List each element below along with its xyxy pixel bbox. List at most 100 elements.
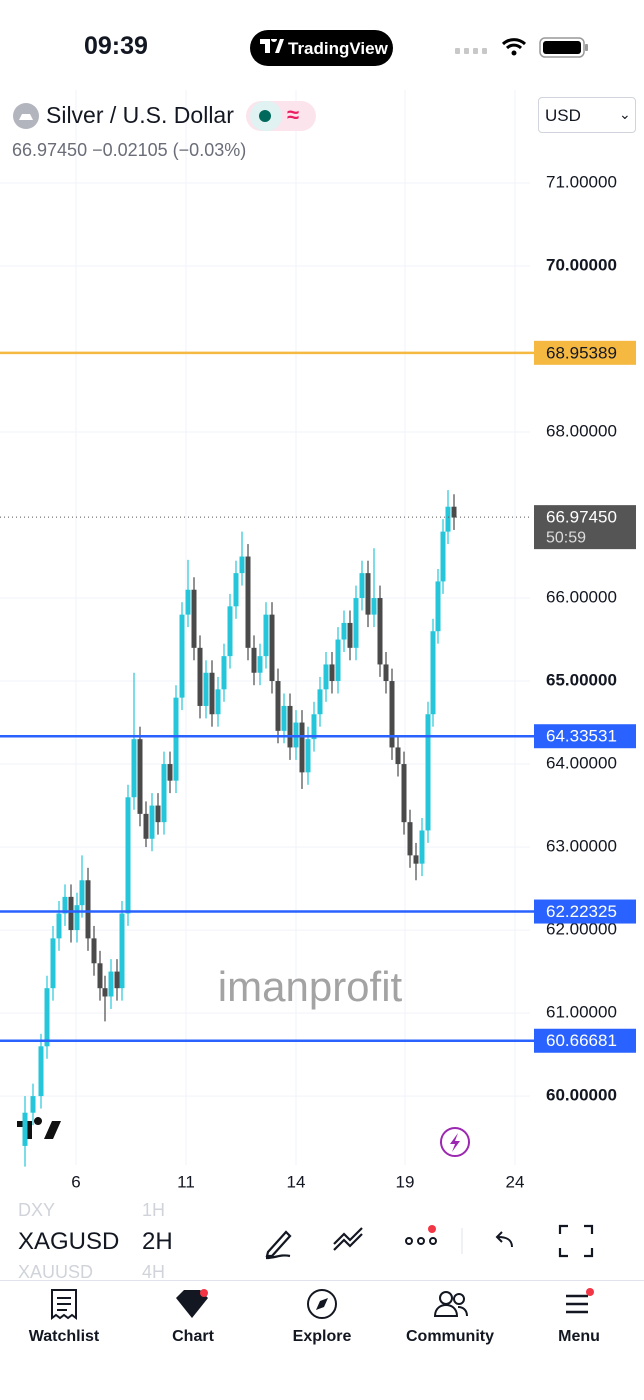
candle-body — [317, 689, 323, 715]
candle-body — [143, 813, 149, 839]
last-price-box — [534, 505, 636, 550]
level-label: 62.22325 — [546, 902, 617, 921]
interval-selected[interactable]: 2H — [142, 1228, 173, 1255]
symbol-icon — [13, 103, 39, 129]
countdown: 50:59 — [546, 529, 586, 546]
interval-option[interactable]: 4H — [142, 1262, 166, 1282]
candle-body — [287, 705, 293, 748]
draw-icon[interactable] — [265, 1230, 292, 1260]
candle-body — [239, 556, 245, 574]
toolbar: DXY XAGUSD XAUUSD 1H 2H 4H — [0, 1200, 644, 1282]
y-tick-label: 60.00000 — [546, 1086, 617, 1105]
candle-body — [167, 764, 173, 781]
app-pill: TradingView — [250, 30, 393, 66]
header-price: 66.97450 — [12, 140, 88, 160]
status-dot — [259, 110, 271, 122]
candle-body — [353, 598, 359, 648]
candle-body — [389, 681, 395, 748]
level-label-box — [534, 899, 636, 924]
app-name: TradingView — [288, 39, 388, 58]
candle-body — [161, 764, 167, 823]
candle-body — [257, 656, 263, 673]
candle-body — [407, 822, 413, 856]
candle-body — [233, 573, 239, 607]
more-icon[interactable] — [405, 1237, 437, 1245]
candle-body — [311, 714, 317, 740]
candle-body — [125, 797, 131, 914]
candle-body — [377, 598, 383, 665]
tab-label: Community — [406, 1328, 494, 1345]
header-change: −0.02105 (−0.03%) — [92, 140, 247, 160]
candle-body — [62, 896, 68, 914]
status-pill: ≈ — [246, 101, 316, 131]
tab[interactable]: Chart — [129, 1286, 257, 1346]
indicators-icon[interactable] — [333, 1227, 363, 1251]
candle-body — [44, 988, 50, 1047]
y-tick-label: 62.00000 — [546, 920, 617, 939]
level-label: 68.95389 — [546, 343, 617, 362]
candle-body — [395, 747, 401, 765]
candle-body — [155, 805, 161, 823]
watermark: imanprofit — [218, 963, 403, 1010]
symbol-option[interactable]: DXY — [18, 1200, 56, 1220]
candle-body — [275, 681, 281, 731]
candle-body — [341, 622, 347, 640]
tab[interactable]: Explore — [258, 1286, 386, 1346]
candle-body — [114, 971, 120, 989]
candle-body — [209, 672, 215, 715]
undo-icon[interactable] — [495, 1231, 513, 1248]
candle-body — [149, 805, 155, 839]
candle-body — [383, 664, 389, 682]
candle-body — [137, 739, 143, 814]
y-tick-label: 71.00000 — [546, 172, 617, 191]
candle-body — [119, 913, 125, 989]
x-tick-label: 24 — [506, 1172, 525, 1191]
tab[interactable]: Watchlist — [0, 1286, 128, 1346]
lightning-icon[interactable] — [440, 1127, 470, 1157]
x-tick-label: 6 — [71, 1172, 80, 1191]
level-label: 60.66681 — [546, 1031, 617, 1050]
status-icons — [455, 37, 588, 58]
candle-body — [79, 880, 85, 906]
x-tick-label: 19 — [396, 1172, 415, 1191]
candle-body — [68, 896, 74, 931]
tab[interactable]: Community — [386, 1286, 514, 1346]
candle-body — [263, 614, 269, 657]
x-tick-label: 11 — [177, 1172, 195, 1191]
chevron: ⌄ — [619, 106, 631, 122]
symbol-option[interactable]: XAUUSD — [18, 1262, 94, 1282]
candle-body — [299, 722, 305, 773]
interval-option[interactable]: 1H — [142, 1200, 166, 1220]
candle-body — [215, 689, 221, 715]
candle-body — [269, 614, 275, 682]
candle-body — [185, 589, 191, 615]
candle-body — [191, 589, 197, 648]
tab[interactable]: Menu — [515, 1286, 643, 1346]
currency-select[interactable]: USD ⌄ — [538, 97, 636, 133]
candle-body — [203, 672, 209, 706]
candle-body — [365, 573, 371, 615]
candle-body — [50, 938, 56, 989]
candle-body — [435, 581, 441, 632]
tab-label: Menu — [558, 1328, 600, 1345]
candle-body — [30, 1096, 36, 1113]
candle-body — [430, 631, 436, 715]
x-tick-label: 14 — [287, 1172, 306, 1191]
tv-logo — [260, 39, 284, 53]
candle-body — [221, 656, 227, 690]
lightning-bolt — [450, 1133, 460, 1152]
tab-label: Chart — [172, 1328, 214, 1345]
candle-body — [419, 830, 425, 864]
symbol-selected[interactable]: XAGUSD — [18, 1228, 120, 1255]
last-price-label: 66.97450 — [546, 508, 617, 527]
symbol-title[interactable]: Silver / U.S. Dollar — [46, 102, 234, 128]
candle-body — [413, 855, 419, 864]
candle-body — [38, 1046, 44, 1097]
candle-body — [371, 598, 377, 615]
candle-body — [56, 913, 62, 939]
candle-body — [108, 971, 114, 997]
candle-body — [74, 905, 80, 931]
fullscreen-icon[interactable] — [558, 1224, 594, 1258]
